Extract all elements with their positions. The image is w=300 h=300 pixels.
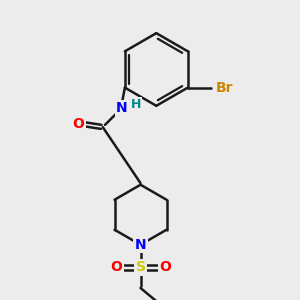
Text: N: N [116, 101, 127, 115]
Text: N: N [135, 238, 146, 252]
Text: O: O [159, 260, 171, 274]
Text: O: O [110, 260, 122, 274]
Text: S: S [136, 260, 146, 274]
Text: Br: Br [216, 81, 234, 94]
Text: H: H [131, 98, 141, 111]
Text: O: O [73, 117, 84, 131]
